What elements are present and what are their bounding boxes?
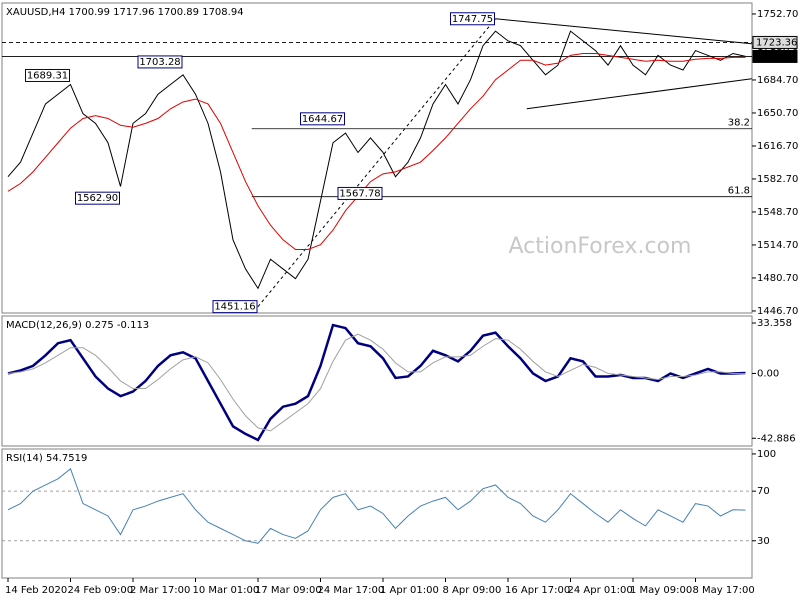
- fib-label: 38.2: [728, 118, 750, 129]
- y-tick-label: -42.886: [757, 433, 796, 444]
- panel-frame: [1, 315, 753, 447]
- x-tick-label: 1 Apr 01:00: [380, 585, 439, 596]
- annotation-box: [212, 300, 258, 314]
- y-tick-label: 1446.70: [757, 306, 798, 317]
- y-tick-label: 1752.70: [757, 9, 798, 20]
- x-tick-label: 17 Mar 09:00: [255, 585, 322, 596]
- series-line: [7, 333, 746, 432]
- panel-title: XAUUSD,H4 1700.99 1717.96 1700.89 1708.9…: [6, 7, 244, 18]
- x-tick-label: 10 Mar 01:00: [193, 585, 260, 596]
- y-tick-label: 1480.70: [757, 273, 798, 284]
- annotation-label: 1703.28: [139, 57, 180, 68]
- y-tick-label: 70: [757, 486, 770, 497]
- x-tick-label: 2 Mar 17:00: [130, 585, 190, 596]
- trendline: [257, 18, 496, 307]
- price-tag: [752, 49, 798, 63]
- x-tick-label: 8 Apr 09:00: [443, 585, 502, 596]
- x-tick-label: 1 May 09:00: [630, 585, 692, 596]
- series-line: [7, 30, 746, 290]
- panel-frame: [1, 448, 753, 579]
- y-tick-label: 1684.70: [757, 75, 798, 86]
- annotation-box: [337, 186, 383, 200]
- x-tick-label: 16 Apr 17:00: [505, 585, 570, 596]
- annotation-label: 1747.75: [452, 14, 493, 25]
- series-line: [7, 52, 746, 251]
- annotation-box: [137, 55, 183, 69]
- x-tick-label: 24 Mar 17:00: [318, 585, 385, 596]
- x-tick-label: 14 Feb 2020: [5, 585, 67, 596]
- price-tag-label: 1708.94: [756, 51, 797, 62]
- annotation-label: 1644.67: [302, 114, 343, 125]
- fib-label: 61.8: [728, 186, 750, 197]
- trendline: [526, 78, 752, 110]
- panel-title: RSI(14) 54.7519: [6, 453, 87, 464]
- trendline: [495, 18, 752, 45]
- y-tick-label: 1616.70: [757, 141, 798, 152]
- annotation-label: 1451.16: [214, 302, 255, 313]
- y-tick-label: 1650.70: [757, 108, 798, 119]
- y-tick-label: 0.00: [757, 368, 779, 379]
- x-tick-label: 8 May 17:00: [693, 585, 755, 596]
- annotation-box: [75, 191, 120, 205]
- price-tag-label: 1723.36: [756, 37, 797, 48]
- annotation-box: [25, 68, 70, 82]
- y-tick-label: 1514.70: [757, 240, 798, 251]
- annotation-box: [450, 12, 495, 26]
- y-tick-label: 30: [757, 536, 770, 547]
- series-line: [7, 468, 746, 544]
- annotation-box: [300, 112, 345, 126]
- panel-title: MACD(12,26,9) 0.275 -0.113: [6, 320, 149, 331]
- panel-frame: [1, 2, 753, 314]
- y-tick-label: 33.358: [757, 318, 792, 329]
- watermark: ActionForex.com: [509, 234, 692, 259]
- x-tick-label: 24 Feb 09:00: [68, 585, 134, 596]
- y-tick-label: 100: [757, 449, 776, 460]
- y-tick-label: 1548.70: [757, 207, 798, 218]
- annotation-label: 1562.90: [77, 193, 118, 204]
- y-tick-label: 1582.70: [757, 174, 798, 185]
- x-tick-label: 24 Apr 01:00: [568, 585, 633, 596]
- annotation-label: 1689.31: [27, 70, 68, 81]
- annotation-label: 1567.78: [339, 188, 380, 199]
- price-tag: [752, 35, 798, 49]
